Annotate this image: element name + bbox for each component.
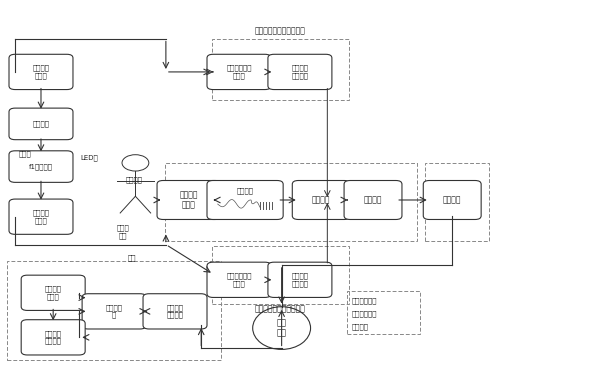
Ellipse shape (253, 307, 310, 349)
FancyBboxPatch shape (344, 181, 402, 220)
Text: 脑电信号采集
传感器: 脑电信号采集 传感器 (226, 65, 252, 79)
Text: 脑电信号
处理单元: 脑电信号 处理单元 (291, 65, 308, 79)
Bar (165, 163, 417, 241)
FancyBboxPatch shape (9, 54, 73, 89)
Text: f1频率闪烁: f1频率闪烁 (29, 163, 53, 170)
Text: 控制内切
换过程: 控制内切 换过程 (32, 209, 50, 224)
FancyBboxPatch shape (207, 262, 271, 297)
Text: 复合式机器人: 复合式机器人 (352, 310, 377, 316)
Bar (425, 163, 489, 241)
Text: 四旋翼无人机: 四旋翼无人机 (352, 297, 377, 304)
Text: 控制功能
指示灯: 控制功能 指示灯 (45, 286, 62, 300)
Bar (347, 291, 420, 334)
Text: 脑电诱发: 脑电诱发 (125, 176, 143, 183)
Text: 脑电诱
发器: 脑电诱 发器 (117, 224, 130, 239)
Text: 转化算法: 转化算法 (312, 196, 330, 205)
FancyBboxPatch shape (268, 262, 332, 297)
Text: 频率闪烁: 频率闪烁 (32, 120, 50, 127)
FancyBboxPatch shape (268, 54, 332, 89)
FancyBboxPatch shape (21, 275, 85, 310)
Text: 肌电信息采集与处理模块: 肌电信息采集与处理模块 (255, 304, 305, 313)
FancyBboxPatch shape (9, 151, 73, 183)
FancyBboxPatch shape (21, 320, 85, 355)
Text: 信号采集
和处理: 信号采集 和处理 (180, 190, 198, 210)
FancyBboxPatch shape (157, 181, 221, 220)
Text: 指令发送: 指令发送 (443, 196, 461, 205)
Text: 编码: 编码 (128, 254, 136, 261)
FancyBboxPatch shape (143, 294, 207, 329)
Text: 控制指令
接收单元: 控制指令 接收单元 (166, 304, 184, 319)
FancyBboxPatch shape (424, 181, 481, 220)
Text: 信号特征: 信号特征 (237, 187, 253, 194)
Bar (212, 246, 349, 304)
Text: 控制外切
换过程: 控制外切 换过程 (32, 65, 50, 79)
Text: 正反面: 正反面 (18, 150, 31, 157)
Bar (212, 39, 349, 100)
Text: 设备指令: 设备指令 (364, 196, 382, 205)
Text: 被控
对象: 被控 对象 (277, 318, 286, 338)
FancyBboxPatch shape (82, 294, 146, 329)
Text: 肌电信号
处理单元: 肌电信号 处理单元 (291, 273, 308, 287)
Text: 中央控制
器: 中央控制 器 (106, 304, 122, 319)
FancyBboxPatch shape (207, 181, 283, 220)
Text: LED灯: LED灯 (81, 154, 99, 160)
Text: 脑电信息采集与处理模块: 脑电信息采集与处理模块 (255, 27, 305, 36)
Bar (7, 261, 221, 360)
FancyBboxPatch shape (207, 54, 271, 89)
Text: 肌肉信号采集
传感器: 肌肉信号采集 传感器 (226, 273, 252, 287)
FancyBboxPatch shape (9, 108, 73, 140)
Text: 智能家电: 智能家电 (352, 323, 368, 329)
Text: 动作指令
发送单元: 动作指令 发送单元 (45, 330, 62, 344)
FancyBboxPatch shape (9, 199, 73, 234)
FancyBboxPatch shape (293, 181, 350, 220)
